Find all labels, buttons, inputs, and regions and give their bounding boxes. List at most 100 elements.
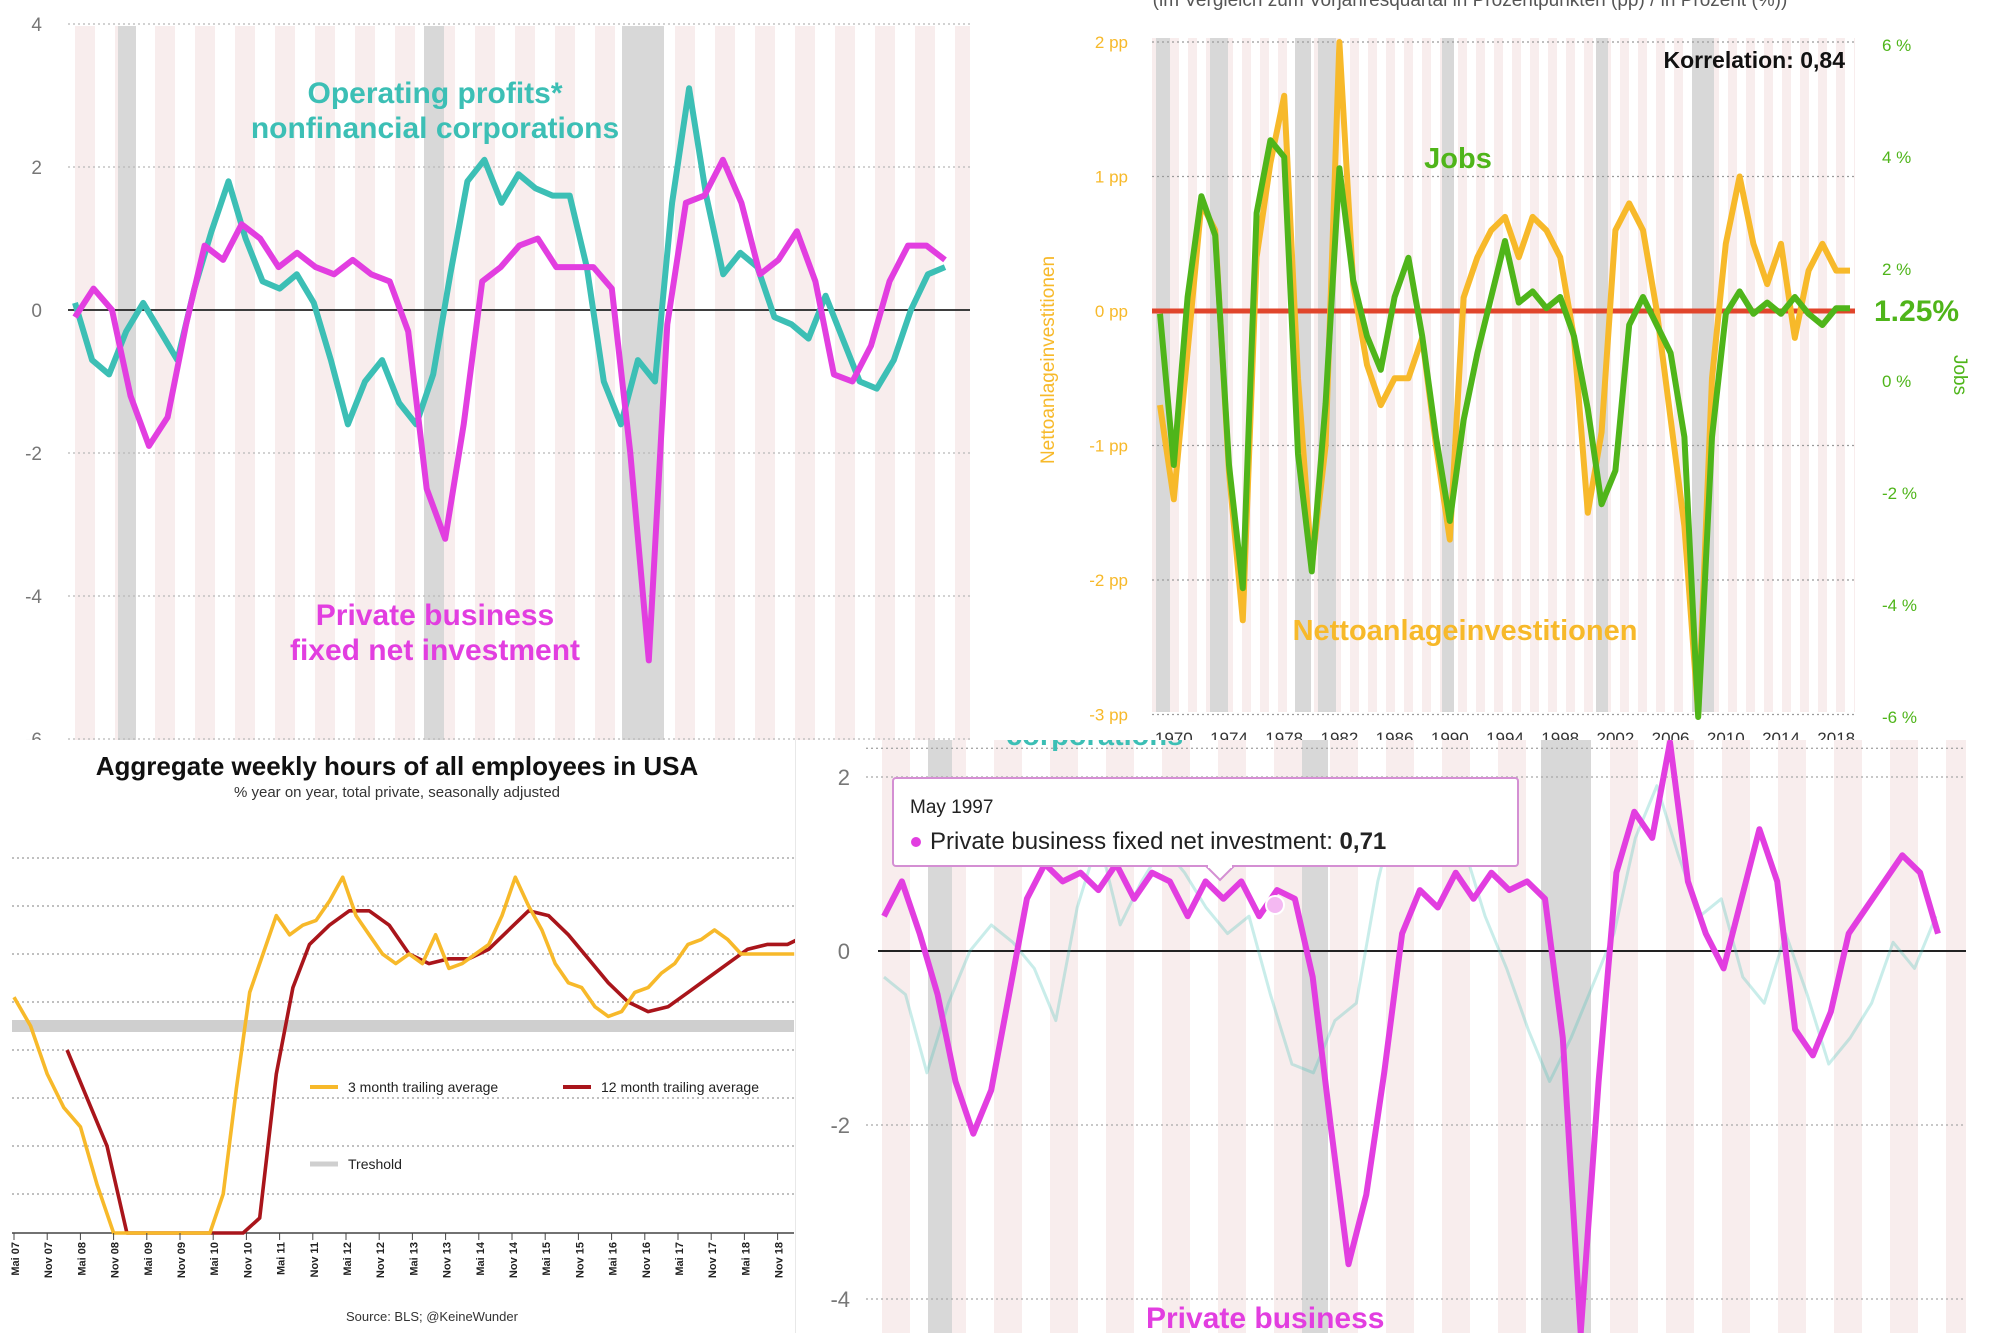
recession-band: [1541, 740, 1591, 1333]
background-stripe: [1188, 38, 1197, 712]
background-stripe: [1746, 38, 1755, 712]
background-stripe: [315, 26, 335, 740]
x-tick-label: 2010: [1707, 729, 1745, 740]
y-tick-label: 2: [31, 158, 42, 179]
background-stripe: [1260, 38, 1269, 712]
legend-label-threshold: Treshold: [348, 1156, 402, 1172]
y-tick-label: -2: [830, 1113, 850, 1138]
label-private-business-bottom: Private business: [1146, 1302, 1384, 1333]
x-tick-label: 2018: [1817, 729, 1855, 740]
tooltip-value: 0,71: [1340, 828, 1387, 855]
x-tick-label: Nov 08: [110, 1242, 122, 1278]
korrelation-label: Korrelation: 0,84: [1664, 47, 1846, 73]
x-tick-label: Mai 10: [209, 1242, 221, 1276]
panel-nettoanlage-jobs: 2 pp 1 pp 0 pp -1 pp -2 pp -3 pp 6 % 4 % 2 % 0 % -…: [1000, 0, 2000, 740]
label-jobs: Jobs: [1424, 143, 1492, 175]
legend-label-3-month: 3 month trailing average: [348, 1079, 498, 1095]
x-tick-label: Nov 17: [707, 1242, 719, 1278]
x-tick-label: Mai 08: [76, 1242, 88, 1276]
chart-investment-zoom: 2 0 -2 -4 corporations Private business May…: [830, 740, 1966, 1333]
background-stripe: [1584, 38, 1593, 712]
y-left-tick-label: 2 pp: [1095, 33, 1128, 52]
y-tick-label: 4: [31, 15, 42, 36]
background-stripe: [1548, 38, 1557, 712]
series-line-12-month-average: [65, 909, 795, 1235]
background-stripe: [1494, 38, 1503, 712]
x-tick-label: 1990: [1431, 729, 1469, 740]
background-stripe: [1170, 38, 1179, 712]
background-stripe: [1782, 38, 1791, 712]
label-private-investment-line1: Private business: [316, 599, 554, 632]
threshold-band: [12, 1020, 794, 1032]
tooltip-series-label: Private business fixed net investment:: [930, 828, 1340, 855]
x-tick-label: Mai 16: [608, 1242, 620, 1276]
y-right-tick-label: 6 %: [1882, 36, 1911, 55]
y-left-tick-label: 0 pp: [1095, 302, 1128, 321]
background-stripe: [1610, 740, 1638, 1333]
background-stripe: [1836, 38, 1845, 712]
background-stripe: [1800, 38, 1809, 712]
x-tick-label: 2014: [1762, 729, 1800, 740]
chart-profits-investment: 4 2 0 -2 -4 -6 Operating profits* nonfinancia…: [25, 15, 970, 740]
x-tick-label: Mai 17: [674, 1242, 686, 1276]
x-tick-label: Mai 12: [342, 1242, 354, 1276]
series-line-jobs: [1157, 137, 1850, 720]
hover-marker[interactable]: [1265, 895, 1285, 915]
background-stripe: [1332, 38, 1341, 712]
background-stripe: [755, 26, 775, 740]
x-tick-label: Mai 15: [541, 1242, 553, 1276]
background-stripe: [1854, 38, 1855, 712]
panel-investment-zoom: 2 0 -2 -4 corporations Private business May…: [796, 740, 2000, 1333]
legend: 3 month trailing average 12 month traili…: [310, 1079, 759, 1172]
y-tick-label: 2: [838, 765, 850, 790]
x-tick-label: 1970: [1155, 729, 1193, 740]
x-tick-label: 1994: [1486, 729, 1524, 740]
background-stripe: [955, 26, 970, 740]
background-stripe: [235, 26, 255, 740]
background-stripe: [1946, 740, 1966, 1333]
background-stripe: [1350, 38, 1359, 712]
chart-subtitle: (im Vergleich zum Vorjahresquartal in Pr…: [1153, 0, 1788, 11]
background-stripe: [1818, 38, 1827, 712]
y-left-tick-label: -2 pp: [1089, 571, 1128, 590]
y-right-tick-label: -2 %: [1882, 484, 1917, 503]
tooltip-date: May 1997: [910, 797, 993, 818]
background-stripe: [1764, 38, 1773, 712]
background-stripe: [795, 26, 815, 740]
x-tick-label: Nov 16: [641, 1242, 653, 1278]
background-stripe: [1834, 740, 1862, 1333]
recession-band: [424, 26, 444, 740]
x-tick-label: Nov 07: [43, 1242, 55, 1278]
y-tick-label: -2: [25, 444, 42, 465]
x-tick-label: Mai 07: [10, 1242, 22, 1276]
y-right-tick-label: 0 %: [1882, 372, 1911, 391]
background-stripe: [835, 26, 855, 740]
series-line-3-month-average: [12, 875, 795, 1235]
label-corporations-top: corporations: [1006, 740, 1183, 752]
y-left-tick-label: -3 pp: [1089, 706, 1128, 725]
background-stripe: [1638, 38, 1647, 712]
x-tick-label: 2002: [1596, 729, 1634, 740]
background-stripe: [275, 26, 295, 740]
chart-nettoanlage-jobs: 2 pp 1 pp 0 pp -1 pp -2 pp -3 pp 6 % 4 % 2 % 0 % -…: [1038, 0, 1970, 740]
background-stripe: [475, 26, 495, 740]
background-stripe: [715, 26, 735, 740]
background-stripe: [1722, 740, 1750, 1333]
background-stripe: [395, 26, 415, 740]
background-stripe: [915, 26, 935, 740]
background-stripe: [195, 26, 215, 740]
y-right-tick-label: -4 %: [1882, 596, 1917, 615]
background-stripe: [1530, 38, 1539, 712]
background-stripe: [1458, 38, 1467, 712]
legend-label-12-month: 12 month trailing average: [601, 1079, 759, 1095]
x-tick-label: Nov 11: [309, 1242, 321, 1277]
chart-subtitle: % year on year, total private, seasonall…: [234, 784, 560, 801]
background-stripe: [1242, 38, 1251, 712]
recession-band: [1596, 38, 1608, 712]
background-stripe: [1386, 38, 1395, 712]
label-operating-profits-line1: Operating profits*: [307, 77, 562, 110]
recession-band: [1442, 38, 1454, 712]
recession-band: [1210, 38, 1228, 712]
series-line-operating-profits: [72, 85, 947, 428]
panel-weekly-hours: Aggregate weekly hours of all employees …: [0, 740, 796, 1333]
